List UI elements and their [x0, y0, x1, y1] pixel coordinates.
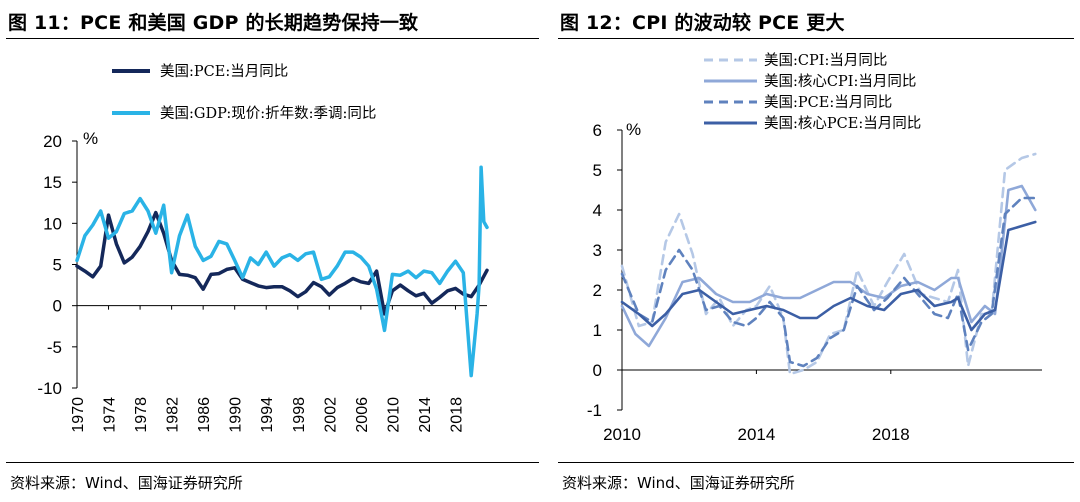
left-y-tick-label: 15: [43, 173, 62, 192]
left-y-tick-label: 5: [53, 256, 62, 275]
left-x-tick-label: 1982: [165, 397, 182, 433]
left-legend-label-1: 美国:PCE:当月同比: [160, 63, 288, 80]
left-x-tick-label: 1974: [102, 397, 119, 433]
left-y-tick-label: 20: [43, 132, 62, 151]
right-y-tick-label: 4: [593, 201, 602, 220]
right-series-line-2: [620, 184, 1037, 348]
left-x-tick-label: 2014: [417, 397, 434, 433]
right-legend-label-3: 美国:PCE:当月同比: [764, 94, 892, 111]
left-legend-label-2: 美国:GDP:现价:折年数:季调:同比: [160, 105, 376, 122]
left-x-tick-label: 2002: [322, 397, 339, 433]
left-x-tick-label: 2010: [385, 397, 402, 433]
left-line-chart: -10 -5 0 5 10 15 20 % 1970 1974 1978 1982 1986 1990 19…: [37, 63, 489, 433]
right-x-tick-label: 2018: [872, 425, 910, 444]
right-y-tick-label: 6: [593, 121, 602, 140]
right-y-unit-label: %: [626, 120, 641, 139]
right-figure-title: 图 12：CPI 的波动较 PCE 更大: [560, 12, 845, 34]
right-figure-panel: 图 12：CPI 的波动较 PCE 更大 -1 0 1 2 3 4 5 6% 2010 2014 2…: [552, 0, 1080, 502]
right-source-note: 资料来源：Wind、国海证券研究所: [562, 474, 795, 492]
left-x-tick-label: 2006: [354, 397, 371, 433]
right-y-tick-label: -1: [587, 401, 602, 420]
right-legend-label-4: 美国:核心PCE:当月同比: [764, 115, 921, 132]
right-y-tick-label: 2: [593, 281, 602, 300]
left-series-line-1: [75, 210, 489, 316]
right-x-tick-label: 2014: [737, 425, 775, 444]
right-y-tick-label: 3: [593, 241, 602, 260]
left-x-tick-label: 1970: [70, 397, 87, 433]
right-legend-label-1: 美国:CPI:当月同比: [764, 52, 887, 69]
left-figure-panel: 图 11：PCE 和美国 GDP 的长期趋势保持一致 -10 -5 0 5 10 15 20…: [6, 12, 539, 492]
left-source-note: 资料来源：Wind、国海证券研究所: [10, 474, 243, 492]
left-x-tick-label: 1990: [228, 397, 245, 433]
left-figure-title: 图 11：PCE 和美国 GDP 的长期趋势保持一致: [8, 12, 419, 34]
left-x-tick-label: 1978: [133, 397, 150, 433]
right-bottom-rule: [558, 462, 1074, 463]
left-x-tick-label: 2018: [448, 397, 465, 433]
right-y-tick-label: 0: [593, 361, 602, 380]
right-series-line-3: [620, 196, 1037, 368]
left-y-tick-label: 0: [53, 297, 62, 316]
right-title-rule: [558, 38, 1074, 39]
right-series-line-1: [620, 152, 1037, 376]
left-series-line-2: [75, 165, 489, 378]
right-y-tick-label: 1: [593, 321, 602, 340]
left-y-tick-label: -5: [47, 338, 62, 357]
right-x-tick-label: 2010: [603, 425, 641, 444]
left-x-tick-label: 1986: [196, 397, 213, 433]
left-title-rule: [6, 38, 539, 39]
left-x-tick-label: 1994: [259, 397, 276, 433]
left-x-tick-label: 1998: [291, 397, 308, 433]
left-bottom-rule: [6, 462, 539, 463]
right-y-tick-label: 5: [593, 161, 602, 180]
left-y-tick-label: 10: [43, 214, 62, 233]
right-series-line-4: [620, 220, 1037, 332]
right-legend-label-2: 美国:核心CPI:当月同比: [764, 73, 916, 90]
right-line-chart: -1 0 1 2 3 4 5 6 % 2010 2014 2018 美国:CPI:当月同比美国:核心CP…: [587, 52, 1042, 444]
left-y-tick-label: -10: [37, 379, 62, 398]
left-y-unit-label: %: [83, 129, 98, 148]
